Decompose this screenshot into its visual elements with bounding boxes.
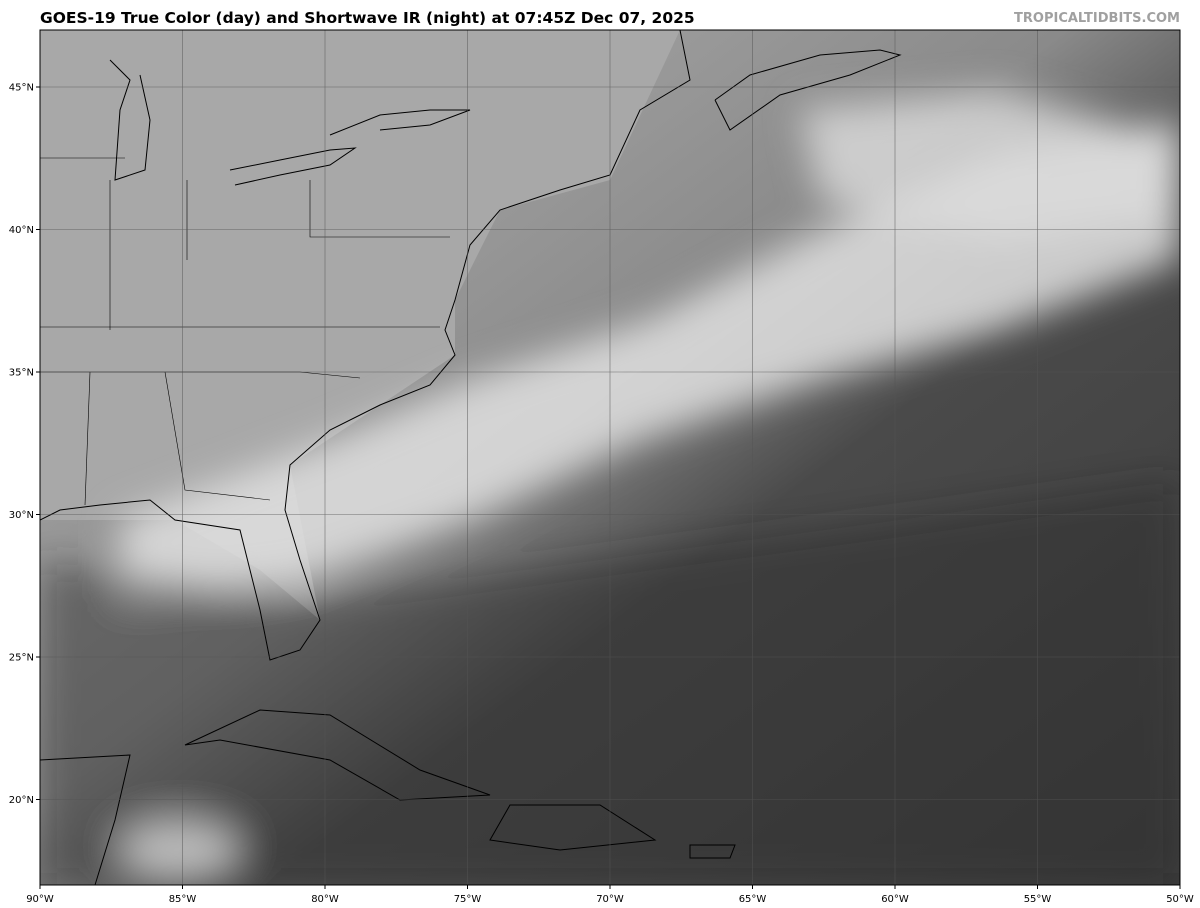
graticule <box>40 30 1180 885</box>
lon-tick-label: 80°W <box>311 894 339 905</box>
lat-tick-label: 25°N <box>9 653 34 664</box>
lon-tick-label: 60°W <box>881 894 909 905</box>
map-title: GOES-19 True Color (day) and Shortwave I… <box>40 9 695 27</box>
lat-tick-label: 35°N <box>9 368 34 379</box>
state-borders <box>40 157 450 506</box>
lon-tick-label: 65°W <box>739 894 767 905</box>
lon-tick-label: 55°W <box>1024 894 1052 905</box>
lat-tick-label: 40°N <box>9 225 34 236</box>
lat-tick-label: 45°N <box>9 83 34 94</box>
lon-tick-label: 50°W <box>1166 894 1194 905</box>
lon-tick-label: 75°W <box>454 894 482 905</box>
coastlines <box>40 30 902 885</box>
site-credit: TROPICALTIDBITS.COM <box>1014 11 1180 26</box>
land-shading <box>40 30 680 620</box>
lat-tick-label: 20°N <box>9 795 34 806</box>
lon-tick-label: 85°W <box>169 894 197 905</box>
lat-tick-label: 30°N <box>9 510 34 521</box>
lon-tick-label: 70°W <box>596 894 624 905</box>
lon-tick-label: 90°W <box>26 894 54 905</box>
